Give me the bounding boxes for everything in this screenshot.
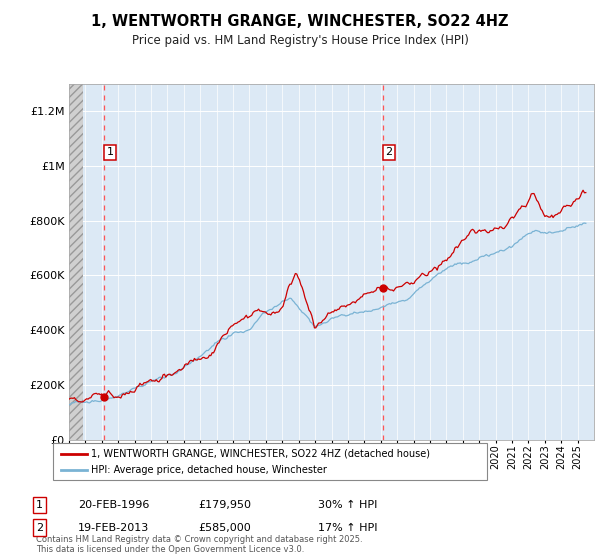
- Text: 30% ↑ HPI: 30% ↑ HPI: [318, 500, 377, 510]
- Text: 1, WENTWORTH GRANGE, WINCHESTER, SO22 4HZ: 1, WENTWORTH GRANGE, WINCHESTER, SO22 4H…: [91, 14, 509, 29]
- Bar: [69, 84, 83, 440]
- Text: £179,950: £179,950: [198, 500, 251, 510]
- Text: 19-FEB-2013: 19-FEB-2013: [78, 522, 149, 533]
- Text: HPI: Average price, detached house, Winchester: HPI: Average price, detached house, Winc…: [91, 465, 327, 475]
- Text: 2: 2: [385, 147, 392, 157]
- Text: £585,000: £585,000: [198, 522, 251, 533]
- Text: 1: 1: [36, 500, 43, 510]
- Text: 2: 2: [36, 522, 43, 533]
- Text: 20-FEB-1996: 20-FEB-1996: [78, 500, 149, 510]
- Text: 1, WENTWORTH GRANGE, WINCHESTER, SO22 4HZ (detached house): 1, WENTWORTH GRANGE, WINCHESTER, SO22 4H…: [91, 449, 430, 459]
- Text: 17% ↑ HPI: 17% ↑ HPI: [318, 522, 377, 533]
- Text: Price paid vs. HM Land Registry's House Price Index (HPI): Price paid vs. HM Land Registry's House …: [131, 34, 469, 46]
- Text: 1: 1: [106, 147, 113, 157]
- Text: Contains HM Land Registry data © Crown copyright and database right 2025.
This d: Contains HM Land Registry data © Crown c…: [36, 535, 362, 554]
